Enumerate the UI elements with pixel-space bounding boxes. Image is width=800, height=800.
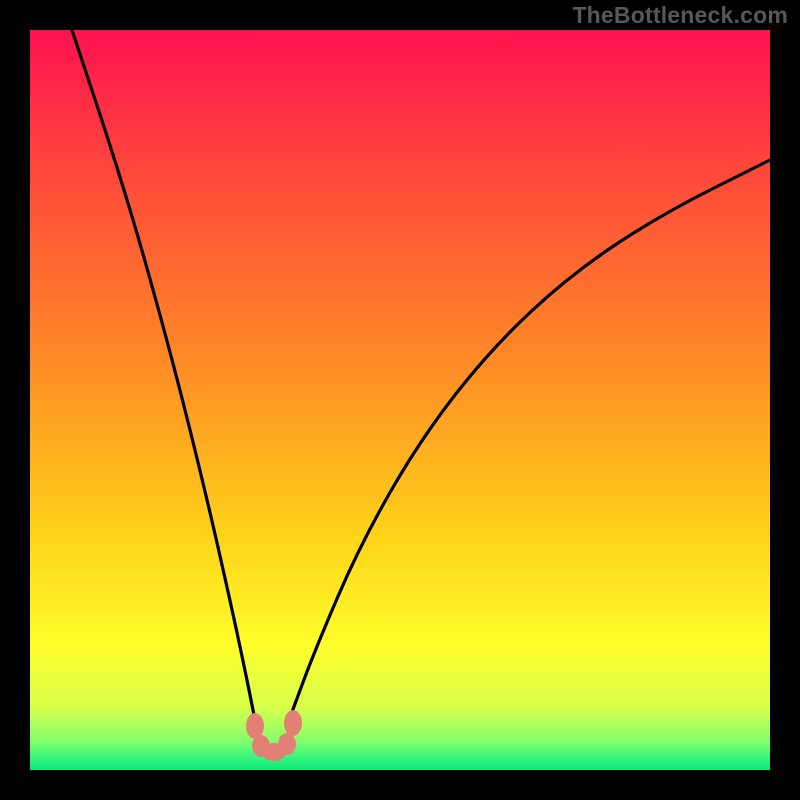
curve-right xyxy=(292,160,770,712)
curves-layer xyxy=(30,30,770,770)
valley-blob xyxy=(284,710,302,736)
valley-blob xyxy=(278,733,296,755)
attribution-text: TheBottleneck.com xyxy=(572,2,788,29)
plot-area xyxy=(30,30,770,770)
valley-marker xyxy=(246,710,302,761)
curve-left xyxy=(72,30,254,715)
chart-frame: TheBottleneck.com xyxy=(0,0,800,800)
